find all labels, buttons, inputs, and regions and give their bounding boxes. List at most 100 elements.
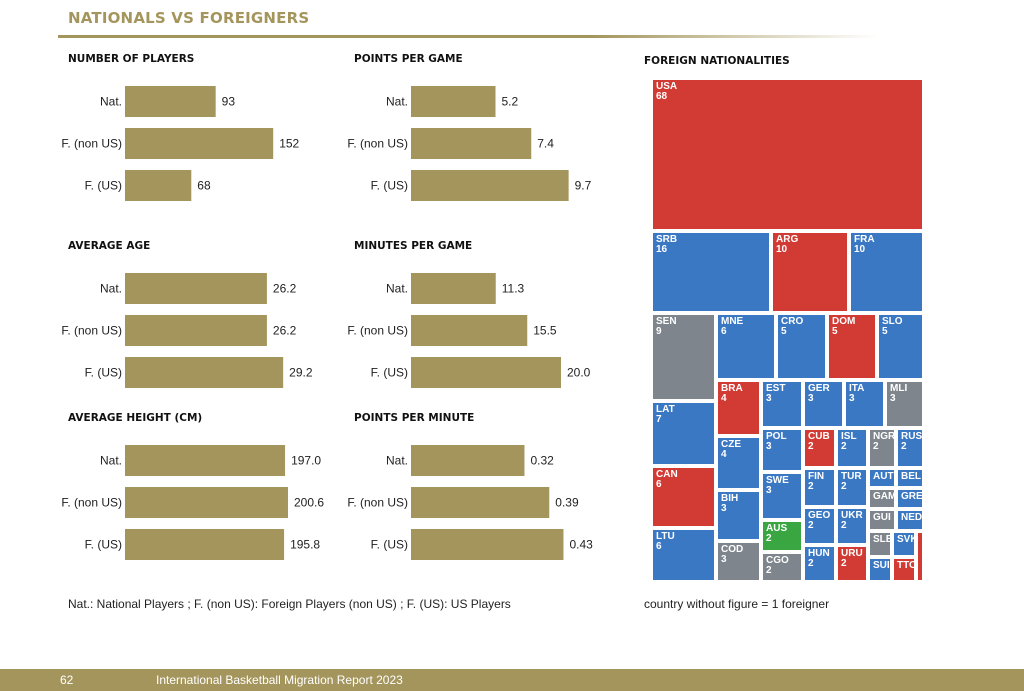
treemap-cell-code: TUR xyxy=(841,471,862,482)
category-label: F. (non US) xyxy=(347,324,408,338)
bar-chart-svg: Nat. 26.2 F. (non US) 26.2 F. (US) 29.2 xyxy=(61,273,313,388)
treemap-cell-value: 16 xyxy=(656,244,668,255)
treemap-cell-gam: GAM xyxy=(868,488,896,509)
treemap-cell-geo: GEO 2 xyxy=(803,507,836,545)
bar xyxy=(125,128,274,159)
value-label: 7.4 xyxy=(537,137,554,151)
bar xyxy=(411,273,496,304)
treemap-cell-value: 6 xyxy=(656,479,662,490)
treemap-cell-code: ISL xyxy=(841,431,857,442)
treemap-cell-code: HUN xyxy=(808,548,830,559)
treemap-cell-value: 2 xyxy=(808,481,814,492)
treemap-cell-ned: NED xyxy=(896,509,924,531)
treemap-cell-code: GUI xyxy=(873,512,891,523)
treemap-cell-cub: CUB 2 xyxy=(803,428,836,468)
footnote: Nat.: National Players ; F. (non US): Fo… xyxy=(68,597,511,611)
value-label: 152 xyxy=(279,137,299,151)
value-label: 200.6 xyxy=(294,496,324,510)
value-label: 68 xyxy=(197,179,211,193)
treemap-cell-code: NED xyxy=(901,512,923,523)
treemap-cell-srb: SRB 16 xyxy=(651,231,771,313)
treemap-cell-tto: TTO xyxy=(892,557,916,582)
treemap-cell-ven: VEN xyxy=(916,531,924,582)
value-label: 9.7 xyxy=(575,179,592,193)
category-label: F. (non US) xyxy=(61,324,122,338)
category-label: Nat. xyxy=(386,282,408,296)
treemap-cell-code: CGO xyxy=(766,555,789,566)
treemap-cell-aus: AUS 2 xyxy=(761,520,803,552)
treemap-cell-value: 6 xyxy=(721,326,727,337)
treemap-cell-dom: DOM 5 xyxy=(827,313,877,380)
treemap-cell-can: CAN 6 xyxy=(651,466,716,528)
footer-bar: 62 International Basketball Migration Re… xyxy=(0,669,1024,691)
treemap-cell-code: CUB xyxy=(808,431,830,442)
treemap-cell-code: TTO xyxy=(897,560,916,571)
treemap-cell-value: 2 xyxy=(841,441,847,452)
treemap-cell-code: GER xyxy=(808,383,830,394)
treemap-cell-code: SWE xyxy=(766,475,789,486)
treemap-cell-pol: POL 3 xyxy=(761,428,803,472)
treemap-cell-value: 2 xyxy=(766,533,772,544)
value-label: 195.8 xyxy=(290,538,320,552)
treemap-cell-value: 3 xyxy=(721,503,727,514)
treemap-cell-svk: SVK xyxy=(892,531,916,557)
bar-chart-svg: Nat. 197.0 F. (non US) 200.6 F. (US) 195.8 xyxy=(61,445,324,560)
treemap-cell-code: AUT xyxy=(873,471,894,482)
treemap-cell-fin: FIN 2 xyxy=(803,468,836,507)
category-label: Nat. xyxy=(100,282,122,296)
value-label: 5.2 xyxy=(502,95,519,109)
treemap-cell-code: SVK xyxy=(897,534,916,545)
treemap-cell-ngr: NGR 2 xyxy=(868,428,896,468)
treemap-cell-code: DOM xyxy=(832,316,856,327)
category-label: F. (US) xyxy=(371,538,408,552)
category-label: F. (non US) xyxy=(61,137,122,151)
treemap-cell-code: LAT xyxy=(656,404,675,415)
value-label: 26.2 xyxy=(273,324,297,338)
treemap-cell-bih: BIH 3 xyxy=(716,490,761,541)
bar xyxy=(125,170,192,201)
value-label: 11.3 xyxy=(502,282,525,296)
treemap-cell-code: BEL xyxy=(901,471,921,482)
treemap-cell-code: EST xyxy=(766,383,786,394)
treemap-cell-uru: URU 2 xyxy=(836,545,868,582)
treemap-title: Foreign nationalities xyxy=(644,55,790,67)
treemap-cell-code: RUS xyxy=(901,431,923,442)
chart-title: Average height (cm) xyxy=(68,412,203,424)
chart-title: Minutes per game xyxy=(354,240,473,252)
treemap-cell-value: 2 xyxy=(841,558,847,569)
treemap-cell-value: 10 xyxy=(776,244,788,255)
bar xyxy=(125,487,288,518)
value-label: 0.39 xyxy=(555,496,579,510)
value-label: 0.32 xyxy=(530,454,554,468)
treemap-cell-code: VEN xyxy=(920,535,924,552)
bar xyxy=(125,273,267,304)
treemap-cell-code: SLO xyxy=(882,316,903,327)
category-label: F. (non US) xyxy=(347,496,408,510)
treemap: USA 68 SRB 16 ARG 10 FRA 10 SEN 9 LAT 7 CAN 6 LTU 6 MNE 6… xyxy=(651,78,924,582)
treemap-cell-value: 2 xyxy=(808,441,814,452)
value-label: 26.2 xyxy=(273,282,297,296)
treemap-cell-cod: COD 3 xyxy=(716,541,761,582)
bar-chart-svg: Nat. 11.3 F. (non US) 15.5 F. (US) 20.0 xyxy=(347,273,591,388)
treemap-cell-value: 3 xyxy=(766,393,772,404)
bar xyxy=(125,315,267,346)
treemap-cell-aut: AUT xyxy=(868,468,896,488)
bar xyxy=(411,445,525,476)
treemap-cell-value: 2 xyxy=(808,558,814,569)
treemap-cell-value: 6 xyxy=(656,541,662,552)
treemap-cell-code: SLE xyxy=(873,534,892,545)
chart-title: Average age xyxy=(68,240,151,252)
treemap-cell-code: GRE xyxy=(901,491,923,502)
value-label: 197.0 xyxy=(291,454,321,468)
treemap-cell-usa: USA 68 xyxy=(651,78,924,231)
treemap-cell-swe: SWE 3 xyxy=(761,472,803,520)
value-label: 0.43 xyxy=(569,538,593,552)
category-label: Nat. xyxy=(386,95,408,109)
treemap-cell-value: 3 xyxy=(721,554,727,565)
treemap-cell-code: POL xyxy=(766,431,787,442)
treemap-cell-code: LTU xyxy=(656,531,675,542)
category-label: F. (US) xyxy=(85,538,122,552)
bar xyxy=(411,315,528,346)
treemap-cell-cro: CRO 5 xyxy=(776,313,827,380)
chart-title: Points per game xyxy=(354,53,463,65)
